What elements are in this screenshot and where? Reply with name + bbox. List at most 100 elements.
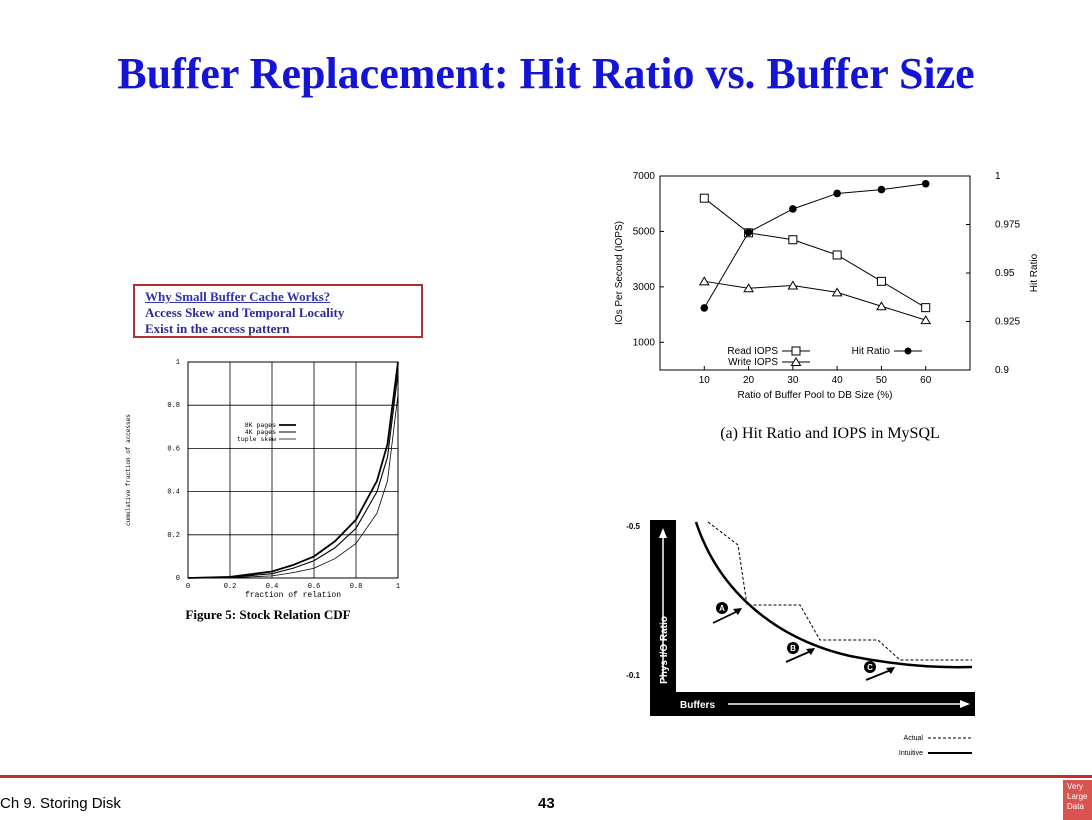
cdf-y-tick: 0.6 <box>167 445 180 453</box>
note-box: Why Small Buffer Cache Works? Access Ske… <box>133 284 423 338</box>
phys-y-tick: -0.1 <box>626 671 640 680</box>
iops-caption: (a) Hit Ratio and IOPS in MySQL <box>720 425 940 442</box>
phys-x-arrow-head <box>960 700 970 708</box>
iops-y-tick: 5000 <box>633 226 656 237</box>
iops-y2-label: Hit Ratio <box>1029 253 1040 292</box>
phys-marker-arrowhead <box>733 608 742 615</box>
hit-ratio-point <box>833 189 841 198</box>
hit-ratio-point <box>744 228 753 237</box>
iops-y2-tick: 0.95 <box>995 268 1015 279</box>
iops-x-tick: 50 <box>876 375 888 386</box>
cdf-legend-label: 4K pages <box>245 429 276 436</box>
cdf-y-tick: 0.8 <box>167 402 180 410</box>
write-iops-point <box>743 283 754 293</box>
phys-marker-circle <box>787 642 799 654</box>
iops-legend-marker <box>791 346 801 356</box>
cdf-series-line <box>187 372 399 579</box>
cdf-y-label: cumulative fraction of accesses <box>125 414 132 526</box>
cdf-x-tick: 0 <box>186 583 190 591</box>
iops-x-tick: 10 <box>699 375 711 386</box>
iops-series-line <box>703 197 926 309</box>
iops-y2-tick: 0.925 <box>995 317 1020 328</box>
iops-plot-frame <box>659 175 971 371</box>
footer-chapter: Ch 9. Storing Disk <box>0 795 121 812</box>
hit-ratio-point <box>700 304 709 312</box>
phys-marker-arrow <box>865 669 892 681</box>
read-iops-point <box>699 193 709 203</box>
phys-intuitive-line <box>694 521 973 669</box>
iops-y-label: IOs Per Second (IOPS) <box>614 221 625 325</box>
iops-x-tick: 60 <box>920 375 932 386</box>
cdf-series-line <box>187 394 399 579</box>
write-iops-point <box>698 276 710 286</box>
hit-ratio-point <box>877 185 886 194</box>
read-iops-point <box>921 303 931 313</box>
cdf-y-tick: 0.2 <box>167 532 180 540</box>
logo-line-2: Large <box>1067 792 1088 801</box>
iops-legend-label: Write IOPS <box>728 357 778 368</box>
note-line-2: Access Skew and Temporal Locality <box>145 305 345 320</box>
read-iops-point <box>832 250 842 260</box>
cdf-x-tick: 1 <box>396 583 400 591</box>
write-iops-point <box>876 301 887 311</box>
iops-legend-label: Hit Ratio <box>852 346 891 357</box>
slide-title: Buffer Replacement: Hit Ratio vs. Buffer… <box>117 49 975 98</box>
iops-series-line <box>704 280 926 321</box>
iops-y-tick: 7000 <box>633 171 656 182</box>
cdf-y-tick: 0.4 <box>167 489 180 497</box>
iops-x-tick: 20 <box>743 375 755 386</box>
read-iops-point <box>788 235 798 245</box>
cdf-plot-frame <box>187 361 399 579</box>
phys-marker-arrow <box>785 650 812 663</box>
phys-marker-circle <box>864 661 876 673</box>
iops-x-tick: 30 <box>787 375 799 386</box>
iops-y2-tick: 0.9 <box>995 365 1009 376</box>
hit-ratio-point <box>921 179 930 188</box>
iops-legend-marker <box>904 347 912 355</box>
iops-series-line <box>703 183 926 309</box>
hit-ratio-point <box>789 205 797 213</box>
phys-marker-arrowhead <box>806 648 815 655</box>
iops-legend-marker <box>790 357 802 366</box>
note-line-3: Exist in the access pattern <box>145 321 290 336</box>
hit-ratio-iops-chart: 10 20 30 40 50 60 1000 3000 5000 7000 0.9 0.925 0.95… <box>614 171 1040 401</box>
phys-marker-label: A <box>719 604 725 613</box>
phys-legend-actual: Actual <box>904 735 924 742</box>
phys-x-label: Buffers <box>680 700 715 711</box>
phys-y-tick: -0.5 <box>626 522 640 531</box>
iops-x-label: Ratio of Buffer Pool to DB Size (%) <box>738 390 893 401</box>
phys-legend-intuitive: Intuitive <box>899 750 923 757</box>
cdf-x-tick: 0.8 <box>350 583 363 591</box>
iops-y-tick: 1000 <box>633 337 656 348</box>
iops-legend-label: Read IOPS <box>727 346 778 357</box>
cdf-legend-label: tuple skew <box>237 436 276 443</box>
iops-y2-tick: 1 <box>995 171 1001 182</box>
iops-y-tick: 3000 <box>633 282 656 293</box>
cdf-x-tick: 0.4 <box>266 583 279 591</box>
page-number: 43 <box>538 795 555 812</box>
phys-actual-line <box>707 521 972 661</box>
footer-divider <box>0 775 1092 778</box>
phys-marker-label: C <box>867 663 873 672</box>
phys-marker-label: B <box>790 644 796 653</box>
cdf-legend-label: 8K pages <box>245 422 276 429</box>
write-iops-point <box>920 315 932 325</box>
write-iops-point <box>831 287 843 297</box>
iops-x-tick: 40 <box>832 375 844 386</box>
logo-line-1: Very <box>1067 782 1084 791</box>
vldb-logo: Very Large Data <box>1063 780 1092 820</box>
cdf-x-label: fraction of relation <box>245 591 341 600</box>
cdf-series-line <box>187 361 399 579</box>
iops-y2-tick: 0.975 <box>995 220 1020 231</box>
phys-y-label: Phys I/O Ratio <box>659 616 670 684</box>
logo-line-3: Data <box>1067 802 1084 811</box>
stock-relation-cdf-chart: 0 0.2 0.4 0.6 0.8 1 0 0.2 0.4 0.6 0.8 1 fraction of … <box>125 359 400 600</box>
cdf-x-tick: 0.6 <box>308 583 321 591</box>
phys-marker-arrowhead <box>886 667 895 674</box>
phys-marker-circle <box>716 602 728 614</box>
note-line-1: Why Small Buffer Cache Works? <box>145 289 331 304</box>
phys-y-arrow-head <box>659 528 667 538</box>
cdf-x-tick: 0.2 <box>224 583 237 591</box>
read-iops-point <box>876 276 886 286</box>
write-iops-point <box>787 280 799 290</box>
